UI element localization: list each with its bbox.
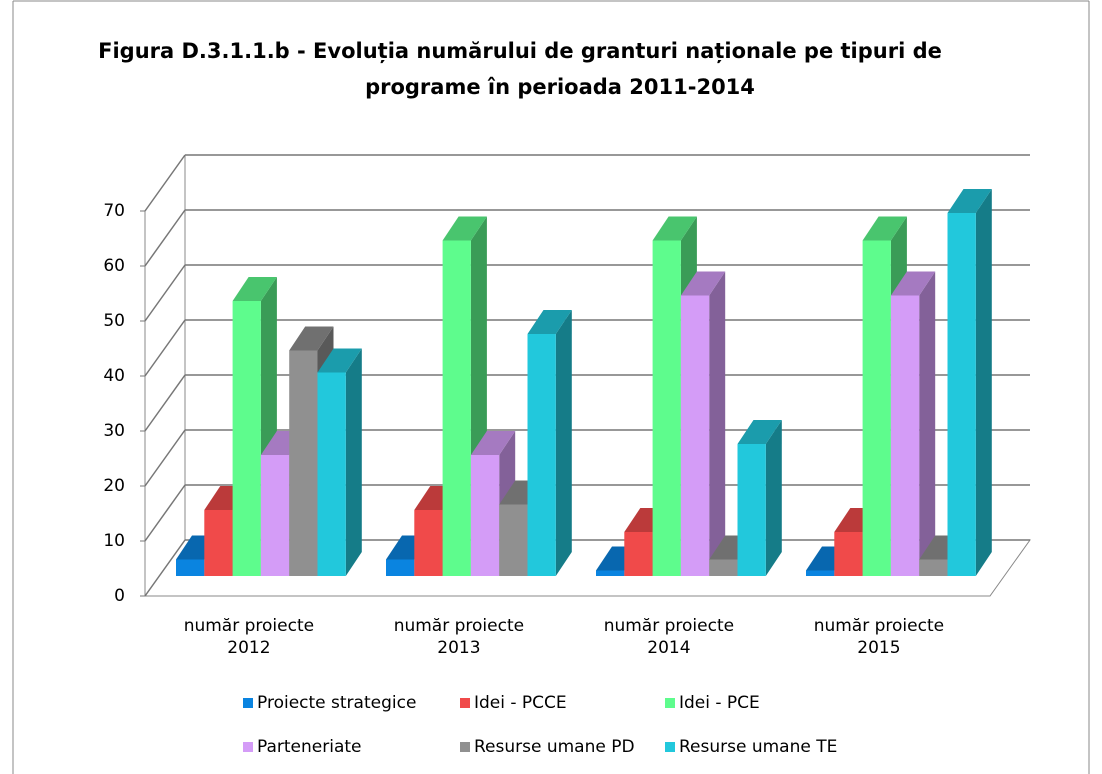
legend-swatch (243, 742, 253, 752)
legend-swatch (665, 698, 675, 708)
grid-line (144, 264, 186, 322)
x-tick-label: 2015 (857, 638, 900, 658)
legend-label: Proiecte strategice (257, 693, 416, 713)
x-tick-label: număr proiecte (604, 616, 734, 636)
y-tick-label: 30 (103, 421, 125, 441)
bar (862, 240, 891, 576)
bar (680, 295, 710, 576)
bar-top (527, 310, 572, 334)
bar (890, 295, 920, 576)
bar (834, 532, 863, 576)
x-tick-label: număr proiecte (814, 616, 944, 636)
y-tick-label: 20 (103, 476, 125, 496)
bar (289, 350, 318, 576)
bar-top (470, 431, 516, 455)
legend-label: Resurse umane TE (679, 737, 837, 757)
bar-top (232, 277, 277, 301)
legend-swatch (460, 698, 470, 708)
bar (470, 455, 500, 576)
bar (499, 504, 528, 576)
y-tick-label: 60 (103, 256, 125, 276)
legend-label: Parteneriate (257, 737, 362, 757)
bar-side (709, 271, 726, 576)
bar-side (765, 420, 782, 576)
grid-line (144, 319, 186, 377)
x-tick-label: 2014 (647, 638, 690, 658)
grid-line (144, 154, 186, 212)
bar-top (680, 271, 726, 296)
grid-line (144, 484, 186, 542)
grid-line (144, 374, 186, 432)
x-tick-label: număr proiecte (394, 616, 524, 636)
legend-label: Idei - PCCE (474, 693, 567, 713)
bar (204, 510, 233, 576)
y-tick-label: 50 (103, 311, 125, 331)
bar-top (442, 216, 487, 241)
grid-line (144, 539, 186, 597)
bar (260, 455, 290, 576)
bar-top (317, 348, 362, 373)
bar-side (345, 348, 362, 576)
x-tick-label: 2012 (227, 638, 270, 658)
y-tick-label: 0 (114, 586, 125, 606)
bar-top (947, 189, 992, 213)
chart-title: programe în perioada 2011-2014 (365, 75, 755, 99)
bar (317, 372, 346, 576)
bar-top (737, 420, 782, 444)
bar (596, 570, 625, 576)
legend-label: Idei - PCE (679, 693, 760, 713)
bar (947, 213, 976, 576)
bar-side (555, 310, 572, 576)
bar-top (890, 271, 936, 296)
bar-top (862, 216, 907, 241)
bar (442, 240, 471, 576)
x-tick-label: 2013 (437, 638, 480, 658)
bar (386, 559, 415, 576)
bar-side (919, 271, 936, 576)
bar-top (652, 216, 697, 241)
chart-title: Figura D.3.1.1.b - Evoluția numărului de… (98, 39, 942, 64)
grid-line (144, 429, 186, 487)
legend-label: Resurse umane PD (474, 737, 635, 757)
bar-side (975, 189, 992, 576)
legend-swatch (665, 742, 675, 752)
bar (919, 559, 948, 576)
bar (414, 510, 443, 576)
bar (527, 334, 556, 576)
x-tick-label: număr proiecte (184, 616, 314, 636)
bar (624, 532, 653, 576)
grid-line (144, 209, 186, 267)
bar-top (289, 326, 334, 351)
bar (806, 570, 835, 576)
legend-swatch (460, 742, 470, 752)
bar (652, 240, 681, 576)
y-tick-label: 10 (103, 531, 125, 551)
bar (737, 444, 766, 576)
bar (176, 559, 205, 576)
bar (709, 559, 738, 576)
legend-swatch (243, 698, 253, 708)
y-tick-label: 70 (103, 201, 125, 221)
bar (232, 301, 261, 576)
y-tick-label: 40 (103, 366, 125, 386)
